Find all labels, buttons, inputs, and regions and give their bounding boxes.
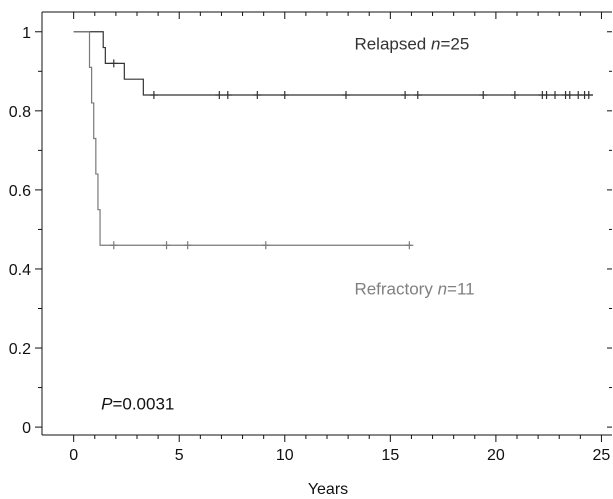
annotation-suffix: =11 (447, 280, 475, 299)
refractory-censor-mark (162, 241, 171, 250)
refractory-censor-mark (405, 241, 414, 250)
annotation-prefix: Relapsed (354, 35, 431, 54)
annotation-2: P=0.0031 (101, 394, 174, 413)
relapsed-censor-mark (401, 91, 410, 100)
relapsed-censor-mark (280, 91, 289, 100)
refractory-censor-mark (261, 241, 270, 250)
x-axis-title: Years (308, 481, 348, 498)
annotation-0: Relapsed n=25 (354, 35, 469, 54)
y-tick-label: 0 (22, 420, 31, 437)
annotation-italic: n (431, 35, 440, 54)
relapsed-censor-mark (223, 91, 232, 100)
relapsed-censor-mark (342, 91, 350, 100)
relapsed-censor-mark (565, 91, 574, 100)
x-tick-label: 0 (69, 447, 78, 464)
annotation-prefix: Refractory (354, 280, 437, 299)
x-tick-label: 10 (276, 447, 294, 464)
refractory-censor-mark (109, 241, 118, 250)
series-group (73, 31, 593, 250)
y-tick-label: 1 (22, 25, 31, 42)
plot-frame-group (41, 11, 612, 436)
axis-ticks-group: 0 5 10 15 20 25 0 0.2 0.4 0.6 0.8 1 (9, 12, 612, 464)
relapsed-censor-mark (479, 91, 488, 100)
relapsed-censor-mark (109, 59, 118, 68)
annotation-suffix: =25 (440, 35, 469, 54)
refractory-censor-mark (183, 241, 192, 250)
relapsed-censor-mark (149, 91, 158, 100)
annotation-suffix: =0.0031 (112, 394, 174, 413)
relapsed-censor-mark (542, 91, 551, 100)
annotation-italic: n (438, 280, 447, 299)
relapsed-censor-mark (584, 91, 593, 100)
y-tick-label: 0.8 (9, 104, 31, 121)
x-tick-label: 25 (593, 447, 611, 464)
refractory-survival-line (73, 31, 412, 246)
x-tick-label: 5 (175, 447, 184, 464)
relapsed-censor-mark (551, 91, 559, 100)
relapsed-censor-mark (413, 91, 422, 100)
relapsed-censor-mark (253, 91, 262, 100)
y-tick-label: 0.6 (9, 183, 31, 200)
relapsed-survival-line (73, 31, 593, 96)
annotation-1: Refractory n=11 (354, 280, 474, 299)
annotation-italic: P (101, 394, 113, 413)
x-tick-label: 20 (487, 447, 505, 464)
y-tick-label: 0.4 (9, 262, 31, 279)
x-tick-label: 15 (381, 447, 399, 464)
relapsed-censor-mark (215, 91, 224, 100)
y-tick-label: 0.2 (9, 341, 31, 358)
relapsed-censor-mark (510, 91, 519, 100)
